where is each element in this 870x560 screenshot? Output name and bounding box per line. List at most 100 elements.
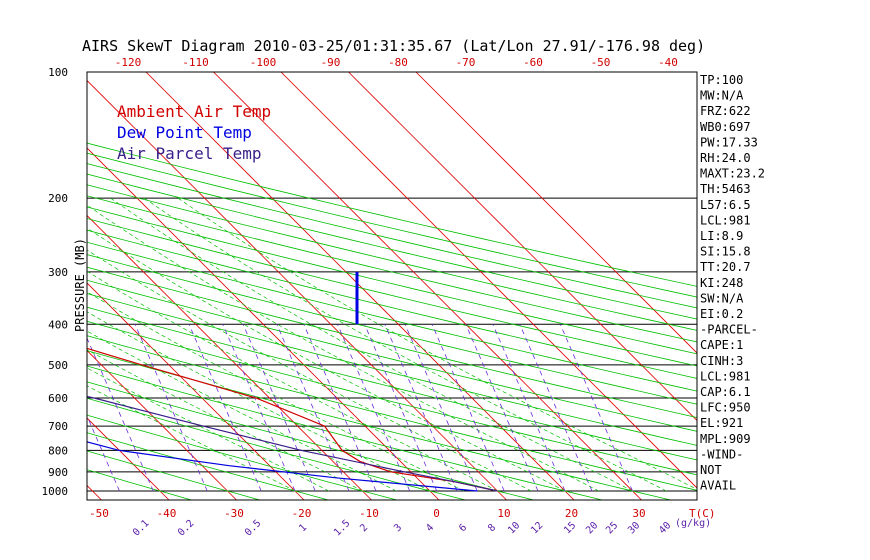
top-temp-tick: -50: [591, 56, 611, 69]
isotherm-line: [87, 417, 170, 500]
dry-adiabat-line: [87, 306, 697, 461]
dry-adiabat-line: [87, 229, 697, 379]
top-temp-ticks: -120 -110 -100 -90 -80 -70 -60 -50 -40: [115, 56, 678, 69]
top-temp-tick: -70: [456, 56, 476, 69]
index-entry: AVAIL: [700, 479, 736, 493]
isotherm-line: [87, 214, 372, 500]
dry-adiabat-lines: [87, 142, 697, 500]
bottom-temp-tick: -30: [224, 507, 244, 520]
dry-adiabat-line: [87, 293, 697, 446]
isotherm-line: [415, 72, 697, 354]
pressure-ticks: 100 200 300 400 500 600 700 800 900 1000: [42, 66, 69, 498]
top-temp-tick: -90: [321, 56, 341, 69]
index-entry: PW:17.33: [700, 135, 758, 149]
mixing-ratio-line: [337, 324, 411, 492]
moist-adiabat-line: [177, 197, 697, 490]
index-entry: LI:8.9: [700, 229, 743, 243]
isotherm-line: [212, 72, 642, 500]
isotherm-line: [87, 79, 507, 500]
pressure-tick: 200: [48, 192, 68, 205]
dry-adiabat-line: [87, 450, 260, 500]
mixing-ratio-line: [276, 324, 350, 492]
index-entry: NOT: [700, 463, 722, 477]
mixing-ratio-tick: 10: [506, 520, 522, 536]
index-entry: LCL:981: [700, 369, 751, 383]
legend: Ambient Air Temp Dew Point Temp Air Parcel…: [117, 102, 271, 163]
index-entry: MAXT:23.2: [700, 167, 765, 181]
pressure-tick: 400: [48, 318, 68, 331]
moist-adiabat-line: [110, 197, 633, 492]
parcel-temp-line: [87, 395, 498, 492]
mixing-ratio-line: [492, 324, 566, 492]
dry-adiabat-line: [87, 218, 697, 367]
bottom-temp-tick: -20: [292, 507, 312, 520]
pressure-tick: 500: [48, 359, 68, 372]
pressure-tick: 600: [48, 392, 68, 405]
moist-adiabat-line: [87, 330, 397, 492]
legend-entry: Ambient Air Temp: [117, 102, 271, 121]
dry-adiabat-line: [87, 350, 671, 500]
pressure-tick: 800: [48, 444, 68, 457]
moist-adiabat-line: [87, 385, 296, 492]
top-temp-tick: -40: [658, 56, 678, 69]
mixing-ratio-ticks: 0.1 0.2 0.5 1 1.5 2 3 4 6 8 10 12 15 20 25 30 40: [131, 518, 673, 539]
x-axis-label: T(C): [689, 507, 716, 520]
dry-adiabat-line: [87, 432, 329, 500]
moist-adiabat-line: [144, 197, 667, 492]
bottom-temp-tick: -50: [89, 507, 109, 520]
ambient-temp-line: [87, 347, 498, 492]
mixing-ratio-tick: 25: [604, 520, 620, 536]
dry-adiabat-line: [87, 206, 697, 355]
mixing-ratio-line: [222, 324, 296, 492]
moist-adiabat-line: [87, 291, 464, 492]
mixing-ratio-line: [431, 324, 505, 492]
mixing-ratio-unit-label: (g/kg): [675, 518, 711, 529]
index-entry: -WIND-: [700, 447, 743, 461]
dry-adiabat-line: [87, 279, 697, 432]
index-entry: TP:100: [700, 73, 743, 87]
top-temp-tick: -120: [115, 56, 142, 69]
dry-adiabat-line: [87, 152, 697, 298]
mixing-ratio-line: [559, 324, 633, 492]
dew-point-line: [87, 441, 478, 492]
mixing-ratio-tick: 15: [562, 520, 578, 536]
mixing-ratio-tick: 0.2: [176, 518, 197, 539]
dry-adiabat-line: [87, 320, 697, 476]
mixing-ratio-line: [519, 324, 593, 492]
pressure-tick: 300: [48, 266, 68, 279]
top-temp-tick: -60: [523, 56, 543, 69]
mixing-ratio-tick: 2: [358, 522, 370, 534]
chart-title: AIRS SkewT Diagram 2010-03-25/01:31:35.6…: [82, 37, 705, 55]
pressure-tick: 900: [48, 466, 68, 479]
mixing-ratio-tick: 4: [424, 522, 436, 534]
bottom-temp-tick: -40: [157, 507, 177, 520]
isotherm-lines: [87, 72, 697, 500]
mixing-ratio-tick: 40: [657, 520, 673, 536]
profile-lines: [87, 271, 498, 492]
mixing-ratio-line: [87, 414, 120, 492]
index-entry: EI:0.2: [700, 307, 743, 321]
moist-adiabat-line: [87, 349, 363, 492]
mixing-ratio-tick: 0.5: [243, 518, 264, 539]
bottom-temp-ticks: -50 -40 -30 -20 -10 0 10 20 30: [89, 507, 646, 520]
index-entry: SI:15.8: [700, 245, 751, 259]
dry-adiabat-line: [87, 173, 697, 320]
isotherm-line: [87, 147, 440, 500]
mixing-ratio-tick: 0.1: [131, 518, 152, 539]
dry-adiabat-line: [87, 266, 697, 418]
mixing-ratio-tick: 8: [486, 522, 498, 534]
mixing-ratio-tick: 1: [297, 522, 309, 534]
index-entry: WB0:697: [700, 120, 751, 134]
isotherm-line: [87, 282, 305, 500]
dry-adiabat-line: [87, 195, 697, 343]
dry-adiabat-line: [87, 184, 697, 331]
moist-adiabat-line: [87, 311, 431, 492]
moist-adiabat-line: [87, 367, 329, 492]
isotherm-line: [145, 72, 575, 500]
index-entry: LCL:981: [700, 213, 751, 227]
mixing-ratio-tick: 20: [584, 520, 600, 536]
index-entry: CINH:3: [700, 354, 743, 368]
index-entry: SW:N/A: [700, 291, 744, 305]
index-entry: FRZ:622: [700, 104, 751, 118]
